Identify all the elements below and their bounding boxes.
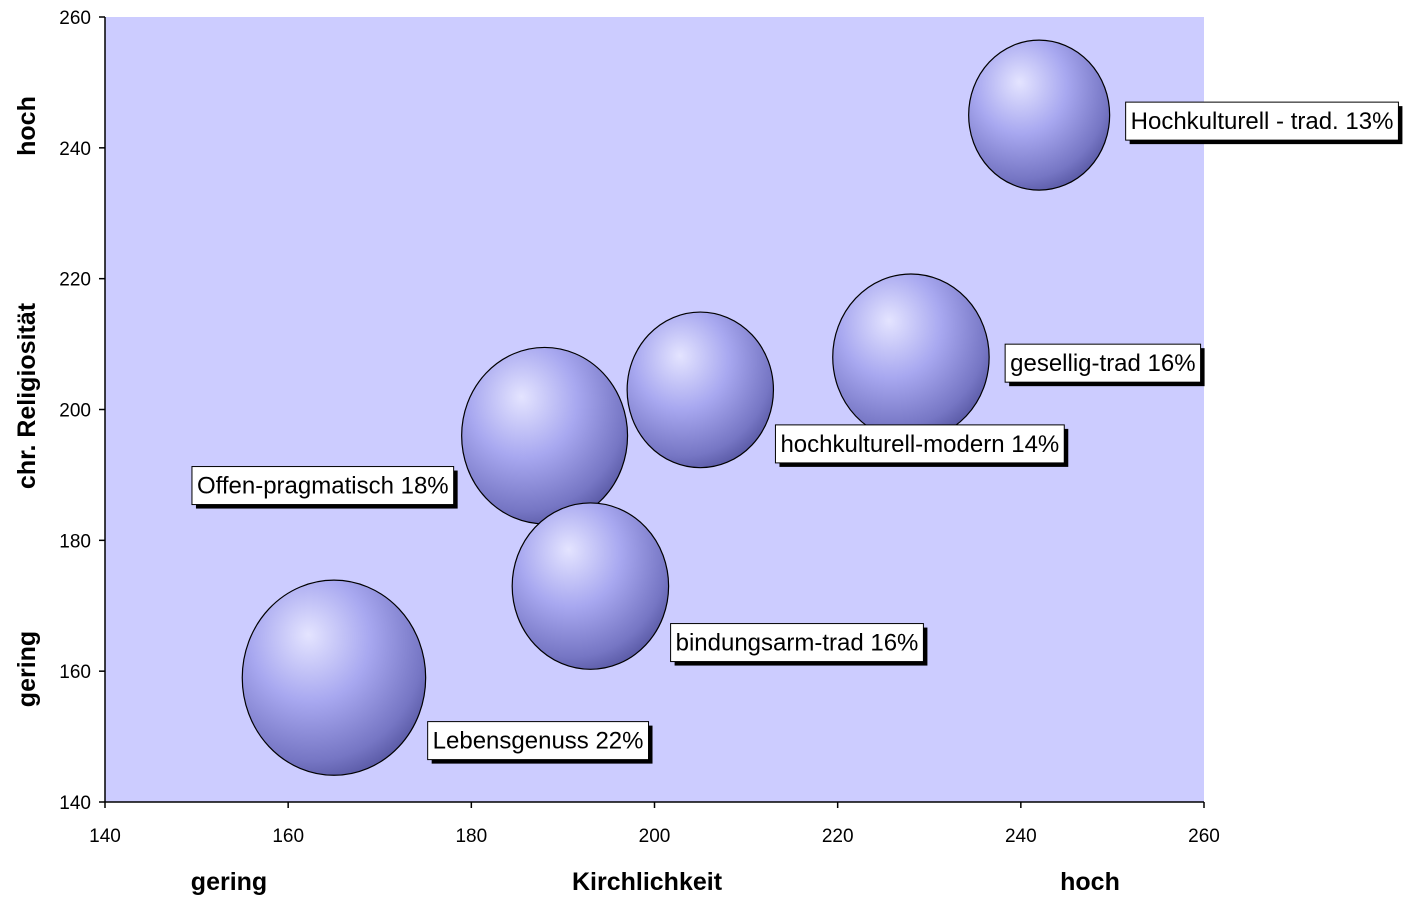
bubble-series [241, 39, 1111, 776]
bubble [461, 346, 629, 525]
bubble-label-box: bindungsarm-trad 16% [670, 623, 928, 666]
bubble-labels: Lebensgenuss 22% Offen-pragmatisch 18% bin… [191, 101, 1403, 764]
bubble [626, 311, 775, 469]
bubble-label: Offen-pragmatisch 18% [197, 473, 449, 500]
label-frame [670, 623, 924, 663]
bubble-label: hochkulturell-modern 14% [780, 431, 1059, 458]
label-frame [191, 466, 455, 506]
bubble-label-box: Hochkulturell - trad. 13% [1125, 101, 1403, 145]
label-frame [427, 721, 650, 761]
y-tick-label: 240 [59, 139, 91, 160]
bubble [241, 579, 427, 776]
label-frame [774, 424, 1065, 464]
bubble-label: bindungsarm-trad 16% [676, 630, 919, 657]
x-tick-label: 240 [1005, 826, 1037, 847]
x-axis-title: Kirchlichkeit [572, 868, 723, 896]
y-tick-label: 180 [59, 531, 91, 552]
y-axis-low-label: gering [13, 631, 41, 707]
bubble [968, 39, 1111, 191]
x-tick-label: 200 [639, 826, 671, 847]
bubble [511, 502, 670, 670]
x-axis-high-label: hoch [1060, 868, 1120, 896]
label-frame [1125, 101, 1399, 141]
bubble [832, 273, 990, 441]
label-frame [1004, 343, 1202, 383]
x-tick-label: 140 [89, 826, 121, 847]
y-tick-label: 160 [59, 662, 91, 683]
bubble-label-box: Lebensgenuss 22% [427, 721, 653, 764]
bubble-label-box: Offen-pragmatisch 18% [191, 466, 458, 509]
y-axis-high-label: hoch [13, 96, 41, 156]
bubble-label: Lebensgenuss 22% [433, 728, 644, 755]
x-axis-low-label: gering [191, 868, 267, 896]
bubble-label: gesellig-trad 16% [1010, 350, 1195, 377]
x-tick-label: 220 [822, 826, 854, 847]
bubble-label: Hochkulturell - trad. 13% [1131, 108, 1394, 135]
bubble-label-box: gesellig-trad 16% [1004, 343, 1205, 387]
x-axis-ticks: 140 160 180 200 220 240 260 [89, 802, 1220, 847]
x-tick-label: 160 [272, 826, 304, 847]
x-tick-label: 260 [1188, 826, 1220, 847]
y-tick-label: 220 [59, 270, 91, 291]
bubble-label-box: hochkulturell-modern 14% [774, 424, 1069, 467]
y-axis-ticks: 140 160 180 200 220 240 260 [59, 8, 105, 814]
x-tick-label: 180 [455, 826, 487, 847]
y-axis-title: chr. Religiosität [13, 302, 41, 489]
y-tick-label: 200 [59, 401, 91, 422]
y-tick-label: 140 [59, 793, 91, 814]
y-tick-label: 260 [59, 8, 91, 29]
